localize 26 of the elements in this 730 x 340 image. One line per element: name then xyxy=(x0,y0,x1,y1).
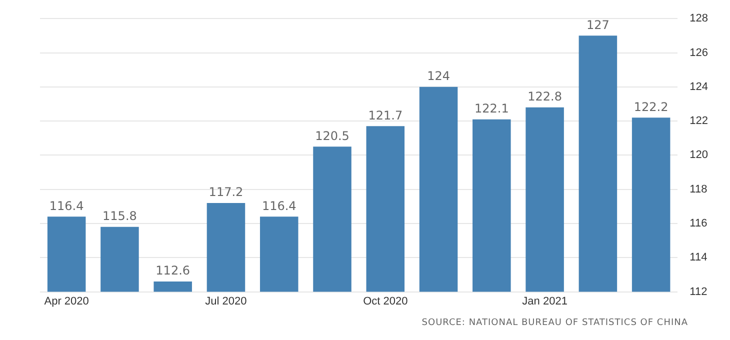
data-label: 116.4 xyxy=(262,198,296,213)
y-tick-label: 122 xyxy=(690,115,708,128)
data-label: 122.1 xyxy=(474,101,509,116)
y-tick-label: 114 xyxy=(690,252,708,264)
x-tick-label: Oct 2020 xyxy=(363,295,408,308)
x-tick-label: Jan 2021 xyxy=(522,295,568,308)
data-label: 115.8 xyxy=(102,209,137,224)
data-label: 112.6 xyxy=(156,264,190,278)
data-label: 121.7 xyxy=(368,108,403,122)
data-label: 116.4 xyxy=(49,198,84,213)
data-label: 117.2 xyxy=(208,185,244,200)
source-note: SOURCE: NATIONAL BUREAU OF STATISTICS OF CHINA xyxy=(422,318,688,328)
data-label: 122.8 xyxy=(528,90,562,104)
y-tick-label: 116 xyxy=(690,218,708,230)
x-tick-label: Apr 2020 xyxy=(44,295,89,308)
y-tick-label: 126 xyxy=(690,46,708,59)
y-tick-label: 120 xyxy=(690,149,708,162)
data-label: 120.5 xyxy=(315,128,350,143)
y-tick-label: 128 xyxy=(690,12,708,25)
y-tick-label: 124 xyxy=(690,80,708,93)
data-label: 124 xyxy=(427,69,450,84)
y-tick-label: 112 xyxy=(690,286,708,298)
y-tick-label: 118 xyxy=(690,183,708,196)
data-label: 122.2 xyxy=(634,100,668,114)
data-label: 127 xyxy=(586,18,610,32)
x-tick-label: Jul 2020 xyxy=(205,295,247,308)
